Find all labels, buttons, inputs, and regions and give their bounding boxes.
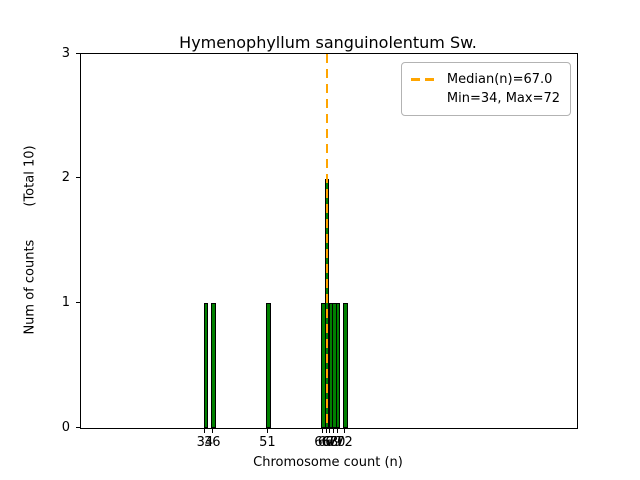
x-tick-label: 72 (336, 435, 353, 450)
y-tick-mark (76, 177, 80, 179)
y-tick-mark (76, 52, 80, 54)
legend-spacer (411, 97, 439, 100)
y-tick-mark (76, 426, 80, 428)
plot-area: Median(n)=67.0 Min=34, Max=72 (80, 53, 578, 429)
x-tick-mark (325, 429, 327, 433)
y-axis-label: Num of counts (Total 10) (22, 145, 38, 335)
x-tick-label: 66 (314, 435, 331, 450)
y-tick-label: 2 (61, 170, 70, 186)
median-dashed-line-icon (410, 78, 439, 81)
x-tick-label: 36 (203, 435, 221, 450)
bar (203, 303, 209, 428)
x-tick-mark (321, 429, 323, 433)
legend-median-label: Median(n)=67.0 (446, 72, 553, 87)
x-tick-mark (204, 429, 206, 433)
y-tick-label: 0 (61, 419, 70, 435)
x-tick-mark (333, 429, 334, 433)
bar (335, 303, 341, 428)
x-tick-label: 69 (325, 435, 342, 450)
bar (266, 303, 271, 428)
x-tick-label: 68 (321, 435, 339, 450)
x-tick-label: 70 (328, 435, 346, 450)
y-tick-mark (76, 301, 80, 303)
legend-minmax-label: Min=34, Max=72 (446, 91, 560, 106)
y-tick-label: 1 (61, 294, 70, 310)
x-tick-mark (344, 429, 346, 433)
x-tick-mark (266, 429, 268, 433)
x-axis-label: Chromosome count (n) (253, 455, 403, 470)
y-tick-label: 3 (61, 45, 70, 61)
legend-row-minmax: Min=34, Max=72 (411, 89, 560, 108)
x-tick-label: 67 (317, 435, 335, 450)
x-tick-mark (329, 429, 331, 433)
x-tick-label: 34 (196, 435, 214, 450)
median-line (326, 54, 329, 428)
chart-title: Hymenophyllum sanguinolentum Sw. (179, 33, 477, 52)
legend-row-median: Median(n)=67.0 (410, 70, 560, 89)
bar (343, 303, 348, 428)
legend: Median(n)=67.0 Min=34, Max=72 (400, 62, 571, 116)
x-tick-label: 51 (259, 435, 276, 450)
x-tick-mark (336, 429, 338, 433)
x-tick-mark (211, 429, 213, 433)
bar (211, 303, 216, 428)
